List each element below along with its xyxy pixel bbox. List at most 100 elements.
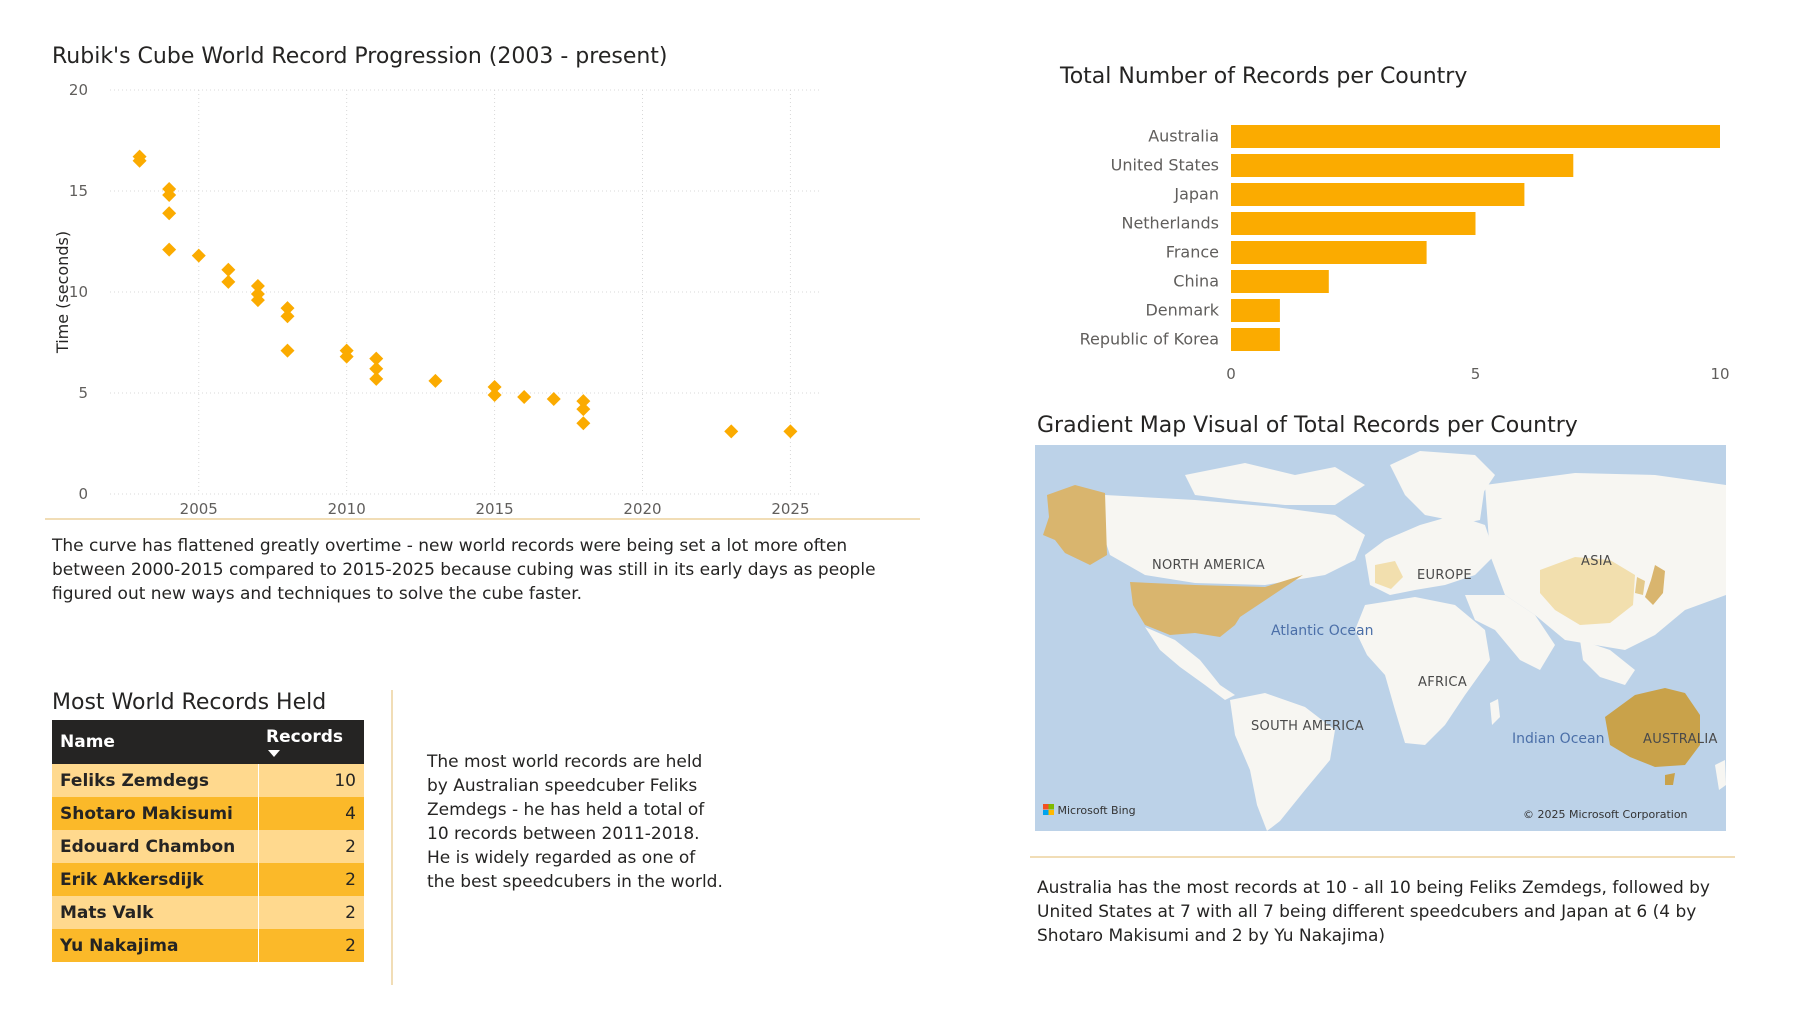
data-point bbox=[369, 361, 384, 376]
y-tick-label: 15 bbox=[69, 182, 88, 200]
scatter-divider bbox=[45, 518, 920, 520]
data-point bbox=[576, 394, 591, 409]
cell-name: Erik Akkersdijk bbox=[52, 863, 258, 896]
scatter-note: The curve has flattened greatly overtime… bbox=[52, 536, 876, 604]
x-tick-label: 2025 bbox=[771, 500, 809, 518]
data-point bbox=[546, 392, 561, 407]
x-tick-label: 2015 bbox=[475, 500, 513, 518]
scatter-chart[interactable]: 0 5 10 15 20 2005 2010 2015 2020 2025 Time (second… bbox=[40, 78, 920, 518]
data-point bbox=[783, 424, 798, 439]
column-header-records[interactable]: Records bbox=[258, 720, 364, 764]
bar[interactable] bbox=[1231, 183, 1525, 206]
map-provider: Microsoft Bing bbox=[1057, 804, 1136, 817]
data-point bbox=[369, 351, 384, 366]
cell-records: 2 bbox=[257, 929, 364, 962]
sort-descending-icon[interactable] bbox=[268, 750, 280, 757]
bar[interactable] bbox=[1231, 212, 1476, 235]
map-label-south-america: SOUTH AMERICA bbox=[1251, 719, 1364, 734]
table-title: Most World Records Held bbox=[52, 690, 327, 715]
table-divider bbox=[391, 690, 393, 985]
data-point bbox=[369, 371, 384, 386]
map-label-africa: AFRICA bbox=[1418, 675, 1468, 690]
table-row[interactable]: Edouard Chambon 2 bbox=[52, 830, 364, 863]
world-map-canvas bbox=[1035, 445, 1726, 831]
data-point bbox=[280, 301, 295, 316]
map-label-atlantic-ocean: Atlantic Ocean bbox=[1271, 623, 1374, 639]
map-note: Australia has the most records at 10 - a… bbox=[1037, 878, 1710, 946]
data-point bbox=[132, 153, 147, 168]
data-point bbox=[339, 349, 354, 364]
cell-name: Shotaro Makisumi bbox=[52, 797, 258, 830]
map-title: Gradient Map Visual of Total Records per… bbox=[1037, 413, 1578, 438]
cell-records: 2 bbox=[257, 896, 364, 929]
cell-records: 2 bbox=[257, 863, 364, 896]
bar[interactable] bbox=[1231, 299, 1280, 322]
y-tick-label: 10 bbox=[69, 283, 88, 301]
cell-records: 10 bbox=[257, 764, 364, 797]
table-row[interactable]: Feliks Zemdegs 10 bbox=[52, 764, 364, 797]
data-point bbox=[724, 424, 739, 439]
table-row[interactable]: Yu Nakajima 2 bbox=[52, 929, 364, 962]
column-header-name[interactable]: Name bbox=[52, 720, 258, 764]
cell-records: 2 bbox=[257, 830, 364, 863]
bar[interactable] bbox=[1231, 154, 1574, 177]
cell-records: 4 bbox=[257, 797, 364, 830]
map-label-europe: EUROPE bbox=[1417, 568, 1472, 583]
y-tick-label: 20 bbox=[69, 81, 88, 99]
data-point bbox=[487, 379, 502, 394]
category-label: Australia bbox=[1148, 127, 1219, 146]
table-note: The most world records are held by Austr… bbox=[427, 752, 723, 892]
y-axis-label: Time (seconds) bbox=[53, 231, 72, 354]
cell-name: Yu Nakajima bbox=[52, 929, 258, 962]
category-label: Japan bbox=[1173, 185, 1219, 204]
records-table: Name Records Feliks Zemdegs 10 Shotaro Mak… bbox=[52, 720, 364, 962]
bar[interactable] bbox=[1231, 270, 1329, 293]
data-point bbox=[280, 309, 295, 324]
bing-logo: Microsoft Bing bbox=[1043, 804, 1136, 817]
cell-name: Mats Valk bbox=[52, 896, 258, 929]
map-label-asia: ASIA bbox=[1581, 554, 1613, 569]
y-tick-label: 5 bbox=[78, 384, 88, 402]
table-row[interactable]: Erik Akkersdijk 2 bbox=[52, 863, 364, 896]
map-copyright: © 2025 Microsoft Corporation bbox=[1523, 808, 1688, 821]
data-point bbox=[576, 416, 591, 431]
bar[interactable] bbox=[1231, 241, 1427, 264]
scatter-title: Rubik's Cube World Record Progression (2… bbox=[52, 44, 668, 69]
bar-chart[interactable]: Australia United States Japan Netherlands Fr… bbox=[1040, 105, 1740, 405]
column-header-records-label: Records bbox=[266, 727, 344, 747]
category-label: Denmark bbox=[1145, 301, 1219, 320]
bar[interactable] bbox=[1231, 125, 1720, 148]
y-tick-label: 0 bbox=[78, 485, 88, 503]
data-point bbox=[162, 242, 177, 257]
data-point bbox=[280, 343, 295, 358]
map-label-indian-ocean: Indian Ocean bbox=[1512, 731, 1605, 747]
x-tick-label: 2020 bbox=[623, 500, 661, 518]
category-label: Netherlands bbox=[1121, 214, 1219, 233]
table-row[interactable]: Mats Valk 2 bbox=[52, 896, 364, 929]
map-label-north-america: NORTH AMERICA bbox=[1152, 558, 1265, 573]
x-tick-label: 2010 bbox=[328, 500, 366, 518]
microsoft-logo-icon bbox=[1043, 804, 1054, 815]
world-map[interactable]: NORTH AMERICA EUROPE ASIA AFRICA SOUTH A… bbox=[1035, 445, 1726, 831]
data-point bbox=[250, 293, 265, 308]
data-point bbox=[576, 402, 591, 417]
category-label: China bbox=[1173, 272, 1219, 291]
category-label: France bbox=[1166, 243, 1219, 262]
category-label: Republic of Korea bbox=[1080, 330, 1219, 349]
data-point bbox=[517, 390, 532, 405]
map-label-australia: AUSTRALIA bbox=[1643, 732, 1718, 747]
data-point bbox=[191, 248, 206, 263]
cell-name: Edouard Chambon bbox=[52, 830, 258, 863]
x-tick-label: 5 bbox=[1471, 365, 1481, 383]
table-row[interactable]: Shotaro Makisumi 4 bbox=[52, 797, 364, 830]
data-point bbox=[250, 278, 265, 293]
x-tick-label: 10 bbox=[1710, 365, 1729, 383]
bar-title: Total Number of Records per Country bbox=[1060, 64, 1468, 89]
x-tick-label: 2005 bbox=[180, 500, 218, 518]
data-point bbox=[221, 262, 236, 277]
data-point bbox=[162, 206, 177, 221]
bar[interactable] bbox=[1231, 328, 1280, 351]
data-point bbox=[428, 373, 443, 388]
cell-name: Feliks Zemdegs bbox=[52, 764, 258, 797]
x-tick-label: 0 bbox=[1226, 365, 1236, 383]
